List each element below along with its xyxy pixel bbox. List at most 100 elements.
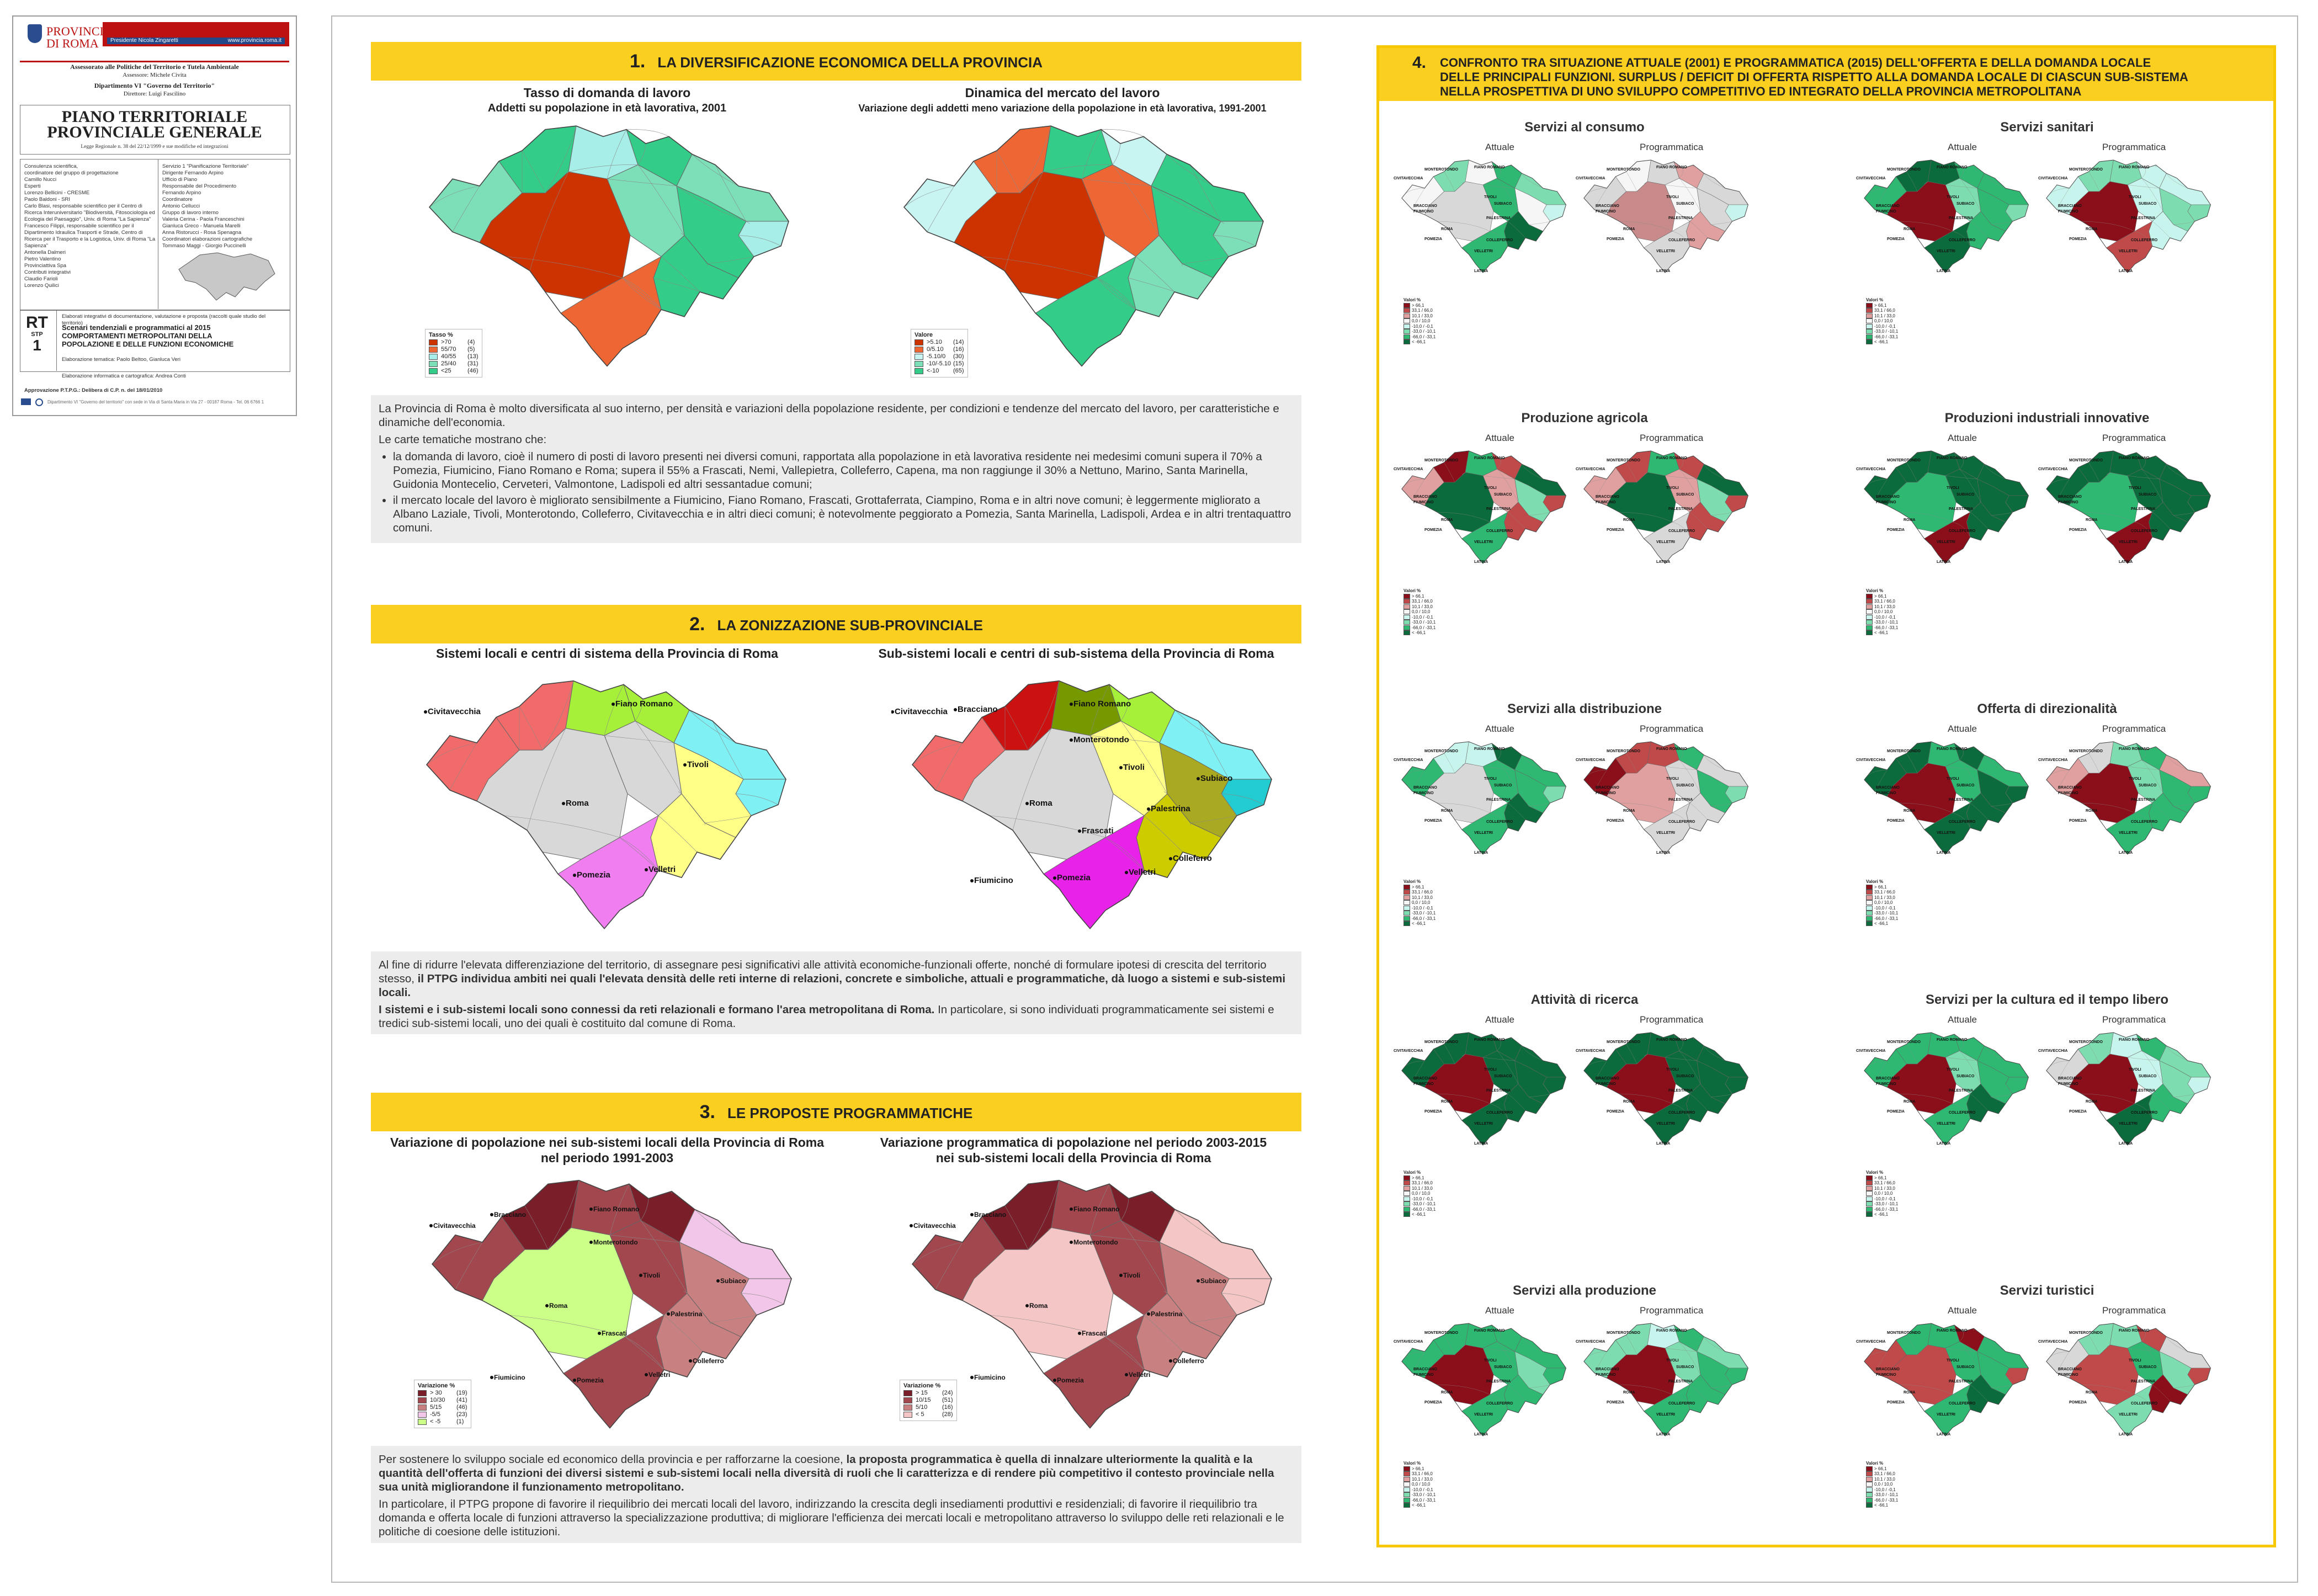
map-place-label: COLLEFERRO [1668,1111,1695,1115]
legend-row: 0,0 / 10,0 [1403,318,1436,324]
map-place-label: FIANO ROMANO [1656,1329,1687,1333]
map-place-label: TIVOLI [1484,486,1497,490]
comune-line [622,278,662,310]
centre-dot-icon [1053,1379,1056,1382]
attuale-label: Attuale [1948,1305,1977,1316]
legend-swatch [1866,1492,1873,1498]
map-programmatica: MONTEROTONDO FIANO ROMANO CIVITAVECCHIA TIV… [2038,741,2211,855]
legend-label: -10,0 / -0,1 [1874,1196,1896,1201]
function-title: Produzioni industriali innovative [1944,411,2150,425]
credit-line: Carlo Blasi, responsabile scientifico pe… [24,203,155,222]
legend-swatch [1866,599,1873,604]
map-place-label: FIANO ROMANO [1656,1038,1687,1042]
map-regions [1401,741,1566,855]
legend-swatch [418,1397,427,1403]
legend-label: -10,0 / -0,1 [1412,614,1433,620]
map-regions [1583,1323,1748,1437]
function-title: Servizi per la cultura ed il tempo liber… [1925,992,2169,1007]
comune-line [2081,512,2135,523]
legend-swatch [915,346,923,353]
map-place-label: FIUMICINO [1596,1373,1616,1377]
section-1-list: la domanda di lavoro, cioè il numero di … [379,450,1294,535]
legend-row: -66,0 / -33,1 [1866,625,1898,631]
map-3b-variazione-2003-2015: Civitavecchia Bracciano Fiano Romano Monter… [910,1179,1272,1429]
legend-label: > 66,1 [1874,1175,1887,1180]
legend-label: -5.10/0 [927,353,946,360]
map-place-label: MONTEROTONDO [1607,1040,1640,1044]
centre-dot-icon [954,708,957,711]
comune-line [1924,181,1928,184]
legend-swatch [1403,308,1410,313]
comune-line [1028,680,1060,751]
map-attuale: MONTEROTONDO FIANO ROMANO CIVITAVECCHIA TIV… [1856,1323,2029,1437]
legend-1b: Valore >5.10 (14) 0/5.10 (16) -5.10/0 (30) -10… [911,329,968,377]
comune-line [455,1242,483,1290]
comune-line [1190,1315,1237,1323]
map-place-label: BRACCIANO [1413,1077,1437,1081]
legend-swatch [1403,313,1410,318]
comune-line [1959,459,1964,470]
province-outline [911,1179,1272,1429]
map-place-label: TIVOLI [2129,1359,2141,1363]
comune-line [2127,184,2160,189]
centre-dot-icon [1025,802,1029,805]
comune-line [2141,1050,2163,1084]
map-place-label: Tivoli [1123,1272,1140,1279]
legend-count: (41) [456,1397,467,1403]
legend-row: < -66,1 [1403,1503,1436,1508]
map-place-label: VELLETRI [1656,540,1675,544]
legend-label: > 15 [916,1390,928,1396]
legend-3a: Variazione % > 30 (19) 10/30 (41) 5/15 (46) -5… [414,1380,471,1428]
legend-swatch [1866,630,1873,636]
legend-swatch [1866,1180,1873,1186]
map-place-label: BRACCIANO [1596,204,1619,208]
comune-line [452,185,480,232]
map-place-label: FIUMICINO [1596,210,1616,214]
comune-line [1490,1103,1508,1119]
legend-count: (23) [456,1411,467,1418]
centre-dot-icon [645,868,648,871]
map-place-label: PALESTRINA [2131,798,2155,802]
map-attuale: MONTEROTONDO FIANO ROMANO CIVITAVECCHIA TIV… [1856,741,2029,855]
map-place-label: ROMA [2086,518,2097,522]
map-place-label: LATINA [1656,1142,1670,1146]
map-place-label: SUBIACO [1494,493,1512,497]
centre-dot-icon [429,1224,433,1227]
legend-3a-rows: > 30 (19) 10/30 (41) 5/15 (46) -5/5 (23) < -5 (1) [418,1390,467,1425]
legend-label: <25 [441,368,451,374]
section-1-p2: Le carte tematiche mostrano che: [379,433,547,446]
centre-dot-icon [562,802,565,805]
legend-row: -66,0 / -33,1 [1403,334,1436,340]
attuale-label: Attuale [1485,1305,1514,1316]
comune-line [1105,837,1145,871]
comune-line [1412,188,1425,210]
comune-boundaries [1864,455,2013,538]
map-place-label: FIANO ROMANO [1474,456,1505,460]
map-place-label: COLLEFERRO [1668,529,1695,533]
comune-line [607,179,609,182]
map-place-label: CIVITAVECCHIA [1576,177,1605,180]
map-place-label: ROMA [1623,1391,1635,1395]
elaborato-title: Scenari tendenziali e programmatici al 2… [62,323,286,348]
comune-line [1221,1293,1264,1305]
map-place-label: SUBIACO [1676,1365,1694,1369]
legend-swatch [903,1404,912,1411]
legend-swatch [1866,1191,1873,1196]
comune-line [1672,1394,1690,1410]
brand-bar-line: Presidente Nicola Zingaretti www.provinci… [107,38,285,44]
comune-line [1924,1344,1928,1348]
comune-line [1704,464,1725,480]
map-place-label: Civitavecchia [913,1222,956,1230]
map-place-label: Bracciano [494,1211,526,1219]
comune-line [1984,1336,2006,1352]
map-place-label: Fiumicino [494,1374,525,1381]
map-place-label: BRACCIANO [1876,1077,1900,1081]
legend-row: 33,1 / 66,0 [1866,1471,1898,1477]
legend-label: < -66,1 [1412,1503,1426,1508]
legend-swatch [1403,1180,1410,1186]
legend-row: < -66,1 [1866,1212,1898,1217]
comune-line [1497,469,1519,503]
map-place-label: POMEZIA [1424,1401,1442,1405]
comune-line [1906,753,1917,774]
comune-line [2141,1040,2146,1051]
